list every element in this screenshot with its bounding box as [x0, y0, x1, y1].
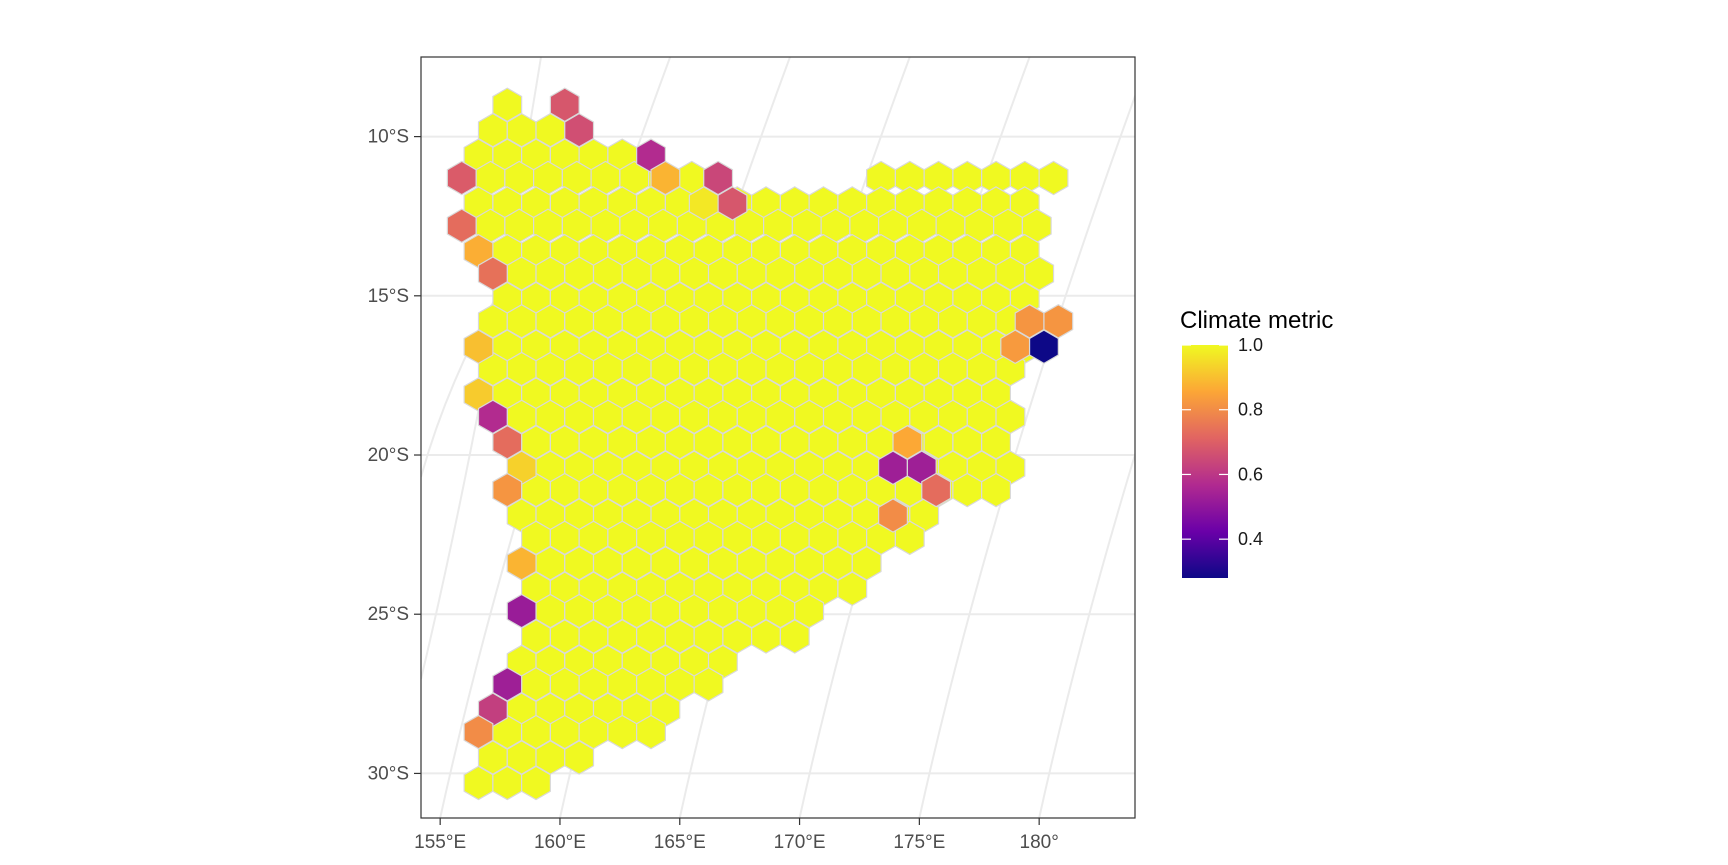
- hex-cell: [506, 545, 537, 581]
- color-legend: Climate metric 1.0 0.8 0.6 0.4: [1180, 307, 1333, 578]
- hex-cell: [693, 666, 724, 702]
- legend-label: 1.0: [1238, 335, 1263, 355]
- plot-panel-border: [420, 56, 1136, 819]
- y-tick-label: 25°S: [368, 604, 409, 625]
- legend-title: Climate metric: [1180, 307, 1333, 334]
- y-tick-label: 10°S: [368, 127, 409, 148]
- y-tick-label: 20°S: [368, 445, 409, 466]
- hex-cell: [506, 593, 537, 629]
- hex-cell: [636, 714, 666, 750]
- legend-ticks: 1.0 0.8 0.6 0.4: [1182, 335, 1263, 549]
- hex-cell: [878, 498, 908, 533]
- axes: 10°S 15°S 20°S 25°S 30°S 155°E 160°E 165°E 170°E…: [368, 127, 1059, 853]
- hex-cell: [446, 160, 477, 196]
- legend-colorbar: [1182, 345, 1228, 578]
- y-tick-label: 15°S: [368, 286, 409, 307]
- x-tick-label: 180°: [1020, 832, 1059, 853]
- x-tick-label: 170°E: [774, 832, 826, 853]
- hex-cell: [717, 186, 748, 221]
- hex-cell: [650, 160, 681, 196]
- legend-label: 0.8: [1238, 400, 1263, 420]
- x-tick-label: 165°E: [654, 832, 706, 853]
- hex-cell: [446, 208, 477, 244]
- hexagon-layer: [446, 87, 1074, 801]
- x-tick-label: 175°E: [893, 832, 945, 853]
- x-tick-label: 160°E: [534, 832, 586, 853]
- hex-cell: [564, 740, 595, 775]
- hex-cell: [564, 112, 595, 148]
- legend-label: 0.4: [1238, 529, 1263, 549]
- hex-cell: [1038, 160, 1069, 196]
- y-tick-label: 30°S: [368, 763, 409, 784]
- grid-line-lon: [1038, 451, 1135, 818]
- hex-cell: [921, 472, 952, 508]
- hex-cell: [492, 472, 523, 508]
- hex-cell: [779, 619, 810, 654]
- hex-cell: [463, 329, 494, 365]
- hex-cell: [521, 765, 551, 801]
- hex-cell: [981, 472, 1012, 508]
- hex-cell: [1028, 329, 1059, 365]
- legend-label: 0.6: [1238, 464, 1263, 484]
- x-tick-label: 155°E: [414, 832, 466, 853]
- hex-cell: [463, 714, 494, 750]
- hex-cell: [837, 571, 868, 607]
- hex-cell: [477, 256, 508, 291]
